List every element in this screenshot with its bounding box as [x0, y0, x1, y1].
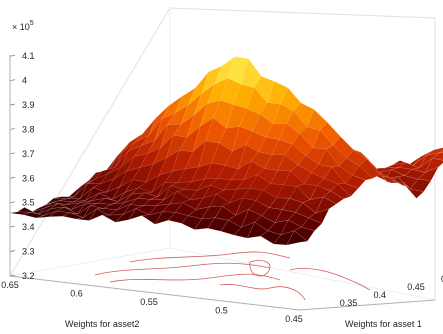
contour-line — [94, 262, 271, 276]
contour-lines — [94, 251, 371, 301]
z-tick-mark — [9, 201, 16, 204]
y-tick-label: 0.5 — [441, 274, 443, 284]
contour-line — [129, 251, 291, 263]
surface-patch — [344, 174, 366, 189]
x-tick-label: 0.45 — [285, 314, 303, 324]
z-tick-mark — [9, 250, 16, 252]
z-tick-mark — [9, 79, 16, 82]
y-tick-label: 0.4 — [374, 290, 387, 300]
x-tick-label: 0.5 — [215, 306, 228, 316]
z-tick-label: 3.8 — [22, 124, 35, 134]
surface-mesh — [9, 56, 443, 246]
contour-line — [289, 268, 371, 291]
z-tick-mark — [9, 152, 16, 155]
z-tick-mark — [9, 225, 16, 228]
z-tick-label: 4 — [22, 76, 27, 86]
surface-patch — [359, 158, 381, 179]
z-tick-mark — [9, 128, 16, 130]
y-axis-label: Weights for asset 1 — [345, 319, 422, 329]
surface-patch — [286, 230, 308, 246]
z-tick-label: 3.4 — [22, 222, 35, 232]
z-multiplier: × 105 — [12, 20, 34, 32]
surface-patch — [403, 182, 425, 199]
surface-patch — [366, 158, 388, 183]
surface-patch — [330, 183, 352, 200]
surface-patch — [417, 166, 439, 182]
x-tick-label: 0.65 — [1, 280, 19, 290]
surface-patch — [381, 175, 402, 186]
y-tick-label: 0.45 — [407, 282, 425, 292]
y-axis: 0.35 0.4 0.45 0.5 — [340, 274, 443, 308]
z-tick-label: 3.3 — [22, 247, 35, 257]
z-tick-label: 3.7 — [22, 149, 35, 159]
z-tick-mark — [9, 54, 16, 57]
surface-patch — [438, 149, 443, 154]
x-axis-label: Weights for asset2 — [65, 319, 139, 329]
surface-patch — [426, 147, 443, 156]
z-axis: 3.2 3.3 3.4 3.5 3.6 3.7 3.8 3.9 4 4.1 — [9, 51, 35, 281]
z-tick-label: 3.5 — [22, 198, 35, 208]
z-tick-mark — [9, 176, 16, 179]
z-tick-label: 3.2 — [22, 271, 35, 281]
contour-line — [219, 284, 306, 301]
z-tick-label: 3.9 — [22, 100, 35, 110]
surface-patch — [322, 190, 344, 205]
contour-line — [249, 260, 271, 277]
contour-line — [109, 273, 281, 283]
surface-patch — [395, 181, 417, 199]
x-axis: 0.65 0.6 0.55 0.5 0.45 — [1, 280, 303, 324]
x-tick-label: 0.55 — [140, 297, 158, 307]
z-tick-mark — [9, 103, 16, 106]
y-tick-label: 0.35 — [340, 298, 358, 308]
z-tick-label: 4.1 — [22, 51, 35, 61]
x-tick-label: 0.6 — [70, 289, 83, 299]
z-tick-label: 3.6 — [22, 173, 35, 183]
surface-patch — [315, 196, 337, 214]
z-tick-mark — [9, 274, 16, 277]
